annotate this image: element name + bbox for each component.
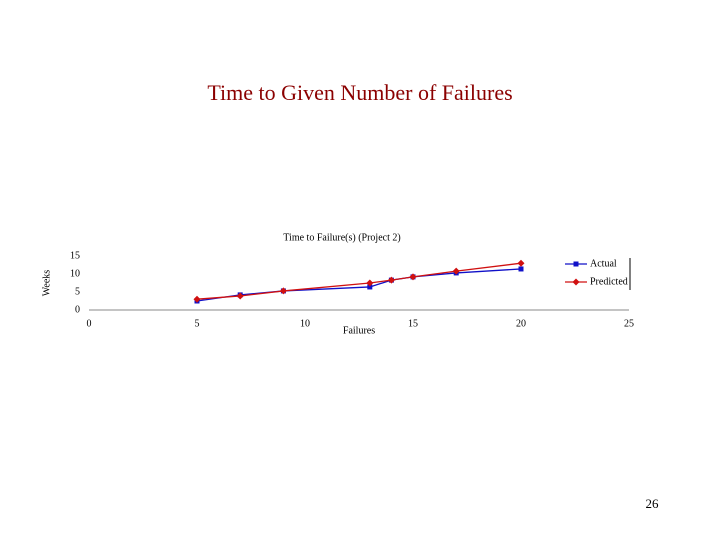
- series-line: [196, 268, 522, 302]
- x-tick-label: 25: [624, 318, 634, 329]
- y-axis-label: Weeks: [41, 270, 52, 297]
- legend-marker: [572, 278, 580, 286]
- x-tick-label: 5: [195, 318, 200, 329]
- legend-label: Predicted: [590, 276, 628, 287]
- y-tick-label: 15: [70, 250, 80, 261]
- y-tick-label: 5: [75, 286, 80, 297]
- legend-label: Actual: [590, 258, 617, 269]
- slide-title: Time to Given Number of Failures: [207, 80, 512, 105]
- x-tick-label: 0: [87, 318, 92, 329]
- series-line: [196, 262, 522, 300]
- data-point: [193, 295, 201, 303]
- y-tick-label: 0: [75, 304, 80, 315]
- data-point: [452, 267, 460, 275]
- y-tick-label: 10: [70, 268, 80, 279]
- x-axis-label: Failures: [343, 325, 375, 336]
- data-point: [387, 276, 395, 284]
- chart-title: Time to Failure(s) (Project 2): [283, 232, 400, 243]
- data-point: [517, 259, 525, 267]
- data-point: [279, 287, 287, 295]
- data-point: [236, 292, 244, 300]
- data-point: [367, 284, 373, 290]
- data-point: [518, 266, 524, 272]
- x-tick-label: 20: [516, 318, 526, 329]
- data-point: [366, 279, 374, 287]
- page-number: 26: [646, 496, 660, 511]
- data-point: [409, 273, 417, 281]
- x-tick-label: 10: [300, 318, 310, 329]
- legend-marker: [573, 261, 579, 267]
- x-tick-label: 15: [408, 318, 418, 329]
